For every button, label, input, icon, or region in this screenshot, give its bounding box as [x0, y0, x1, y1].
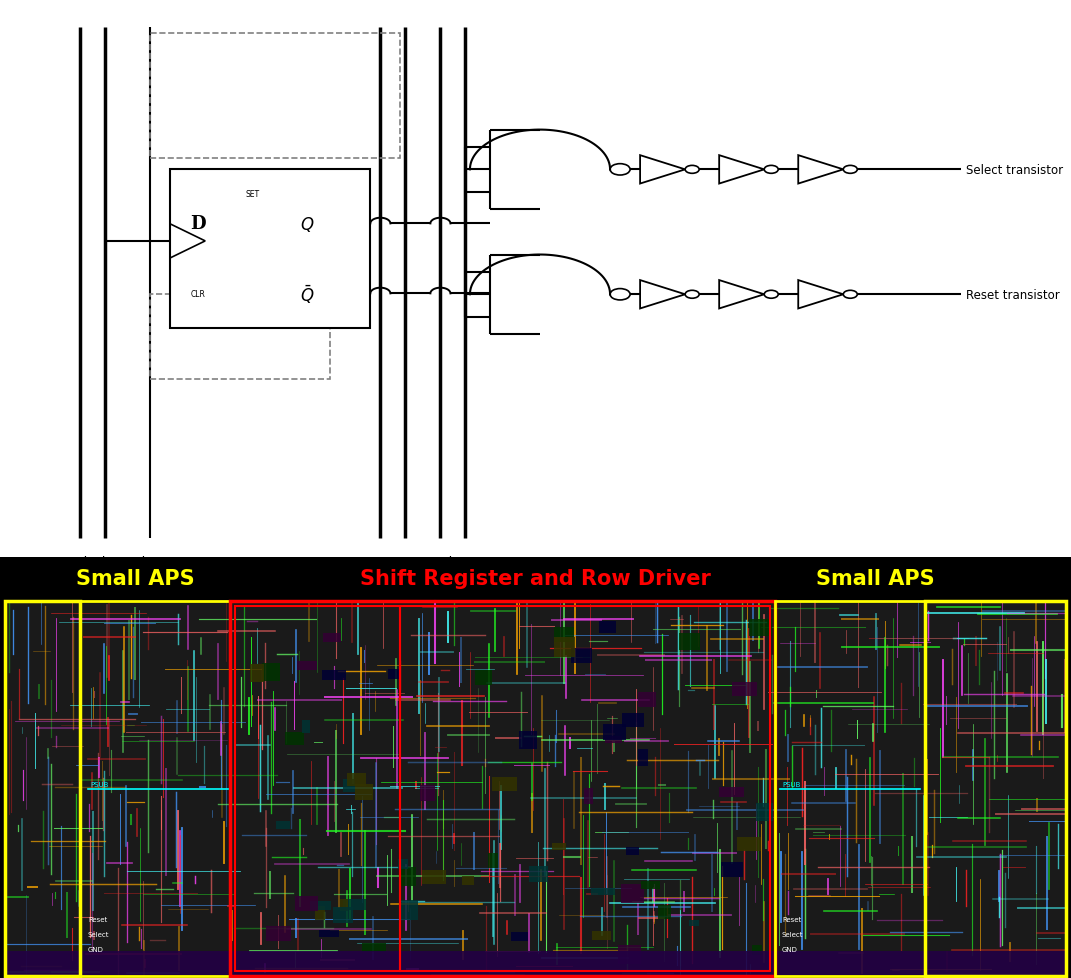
Bar — [627, 848, 639, 856]
Text: GND: GND — [88, 946, 104, 952]
Bar — [322, 634, 341, 642]
Bar — [295, 897, 318, 911]
Bar — [343, 899, 365, 910]
Text: Select: Select — [434, 556, 472, 569]
Text: CLR: CLR — [191, 289, 205, 298]
Bar — [333, 907, 353, 923]
Bar — [690, 919, 699, 926]
Bar — [5, 601, 1066, 976]
Bar — [721, 863, 743, 877]
Bar — [362, 944, 387, 953]
Bar — [230, 601, 775, 976]
Bar — [618, 945, 642, 964]
Bar — [399, 606, 770, 971]
Bar — [344, 779, 355, 792]
Text: Reset: Reset — [375, 556, 410, 569]
Text: Select transistor: Select transistor — [966, 163, 1064, 177]
Text: PSUB: PSUB — [90, 780, 108, 786]
Text: Select: Select — [88, 931, 109, 937]
Text: D: D — [191, 215, 206, 233]
Bar — [286, 732, 304, 745]
Bar — [775, 601, 925, 976]
Bar — [554, 638, 575, 657]
Bar — [511, 932, 528, 942]
Text: $Q$: $Q$ — [300, 215, 315, 234]
Bar — [720, 787, 744, 797]
Bar — [592, 931, 610, 940]
Text: SET: SET — [245, 190, 259, 199]
Text: $\bar{Q}$: $\bar{Q}$ — [300, 283, 315, 305]
Bar — [476, 671, 493, 685]
Bar — [737, 837, 761, 852]
Bar — [322, 670, 346, 680]
Bar — [603, 724, 627, 740]
Bar — [585, 788, 593, 805]
Bar — [302, 721, 311, 733]
Bar — [638, 749, 648, 767]
Text: Shift Register and Row Driver: Shift Register and Row Driver — [360, 568, 710, 589]
Bar — [422, 869, 447, 884]
Bar — [310, 901, 331, 910]
Bar — [261, 663, 280, 682]
Bar — [420, 785, 435, 801]
Bar — [621, 884, 644, 904]
Bar — [401, 867, 416, 886]
Text: Clock: Clock — [76, 556, 109, 569]
Text: Reset: Reset — [782, 916, 801, 922]
Bar — [756, 803, 772, 821]
Bar — [150, 34, 401, 158]
Bar — [529, 866, 548, 882]
Bar — [463, 876, 473, 885]
Bar — [552, 843, 567, 851]
Text: Reset transistor: Reset transistor — [966, 289, 1059, 301]
Bar — [250, 664, 265, 682]
Text: Small APS: Small APS — [816, 568, 934, 589]
Bar — [733, 683, 756, 696]
Bar — [753, 945, 763, 955]
Bar — [749, 620, 771, 637]
Text: Clear: Clear — [134, 556, 167, 569]
Bar — [402, 901, 418, 920]
Bar — [554, 627, 574, 643]
Bar — [398, 859, 408, 869]
Bar — [622, 713, 644, 727]
Bar — [347, 773, 365, 786]
Text: Small APS: Small APS — [76, 568, 194, 589]
Bar — [492, 778, 516, 791]
Bar — [5, 951, 1066, 976]
Bar — [518, 732, 537, 749]
Bar — [276, 821, 290, 829]
Bar — [605, 736, 621, 743]
Bar — [638, 692, 655, 707]
Bar — [642, 880, 660, 889]
Bar — [679, 634, 699, 650]
Bar — [340, 899, 348, 911]
Bar — [235, 606, 399, 971]
Bar — [356, 784, 373, 800]
Bar — [599, 622, 616, 634]
Bar — [319, 930, 338, 937]
Bar — [388, 669, 399, 680]
Bar — [5, 601, 80, 976]
Bar — [487, 854, 498, 868]
Bar — [297, 662, 317, 670]
Bar — [659, 905, 670, 918]
Bar — [266, 926, 291, 942]
Bar — [170, 170, 371, 329]
Bar — [591, 888, 615, 895]
Text: Reset: Reset — [88, 916, 107, 922]
Bar — [150, 295, 330, 380]
Bar — [925, 601, 1066, 976]
Bar — [80, 601, 230, 976]
Text: GND: GND — [782, 946, 798, 952]
Text: PSUB: PSUB — [782, 780, 800, 786]
Bar — [315, 907, 326, 919]
Text: Select: Select — [782, 931, 803, 937]
Bar — [571, 648, 592, 663]
